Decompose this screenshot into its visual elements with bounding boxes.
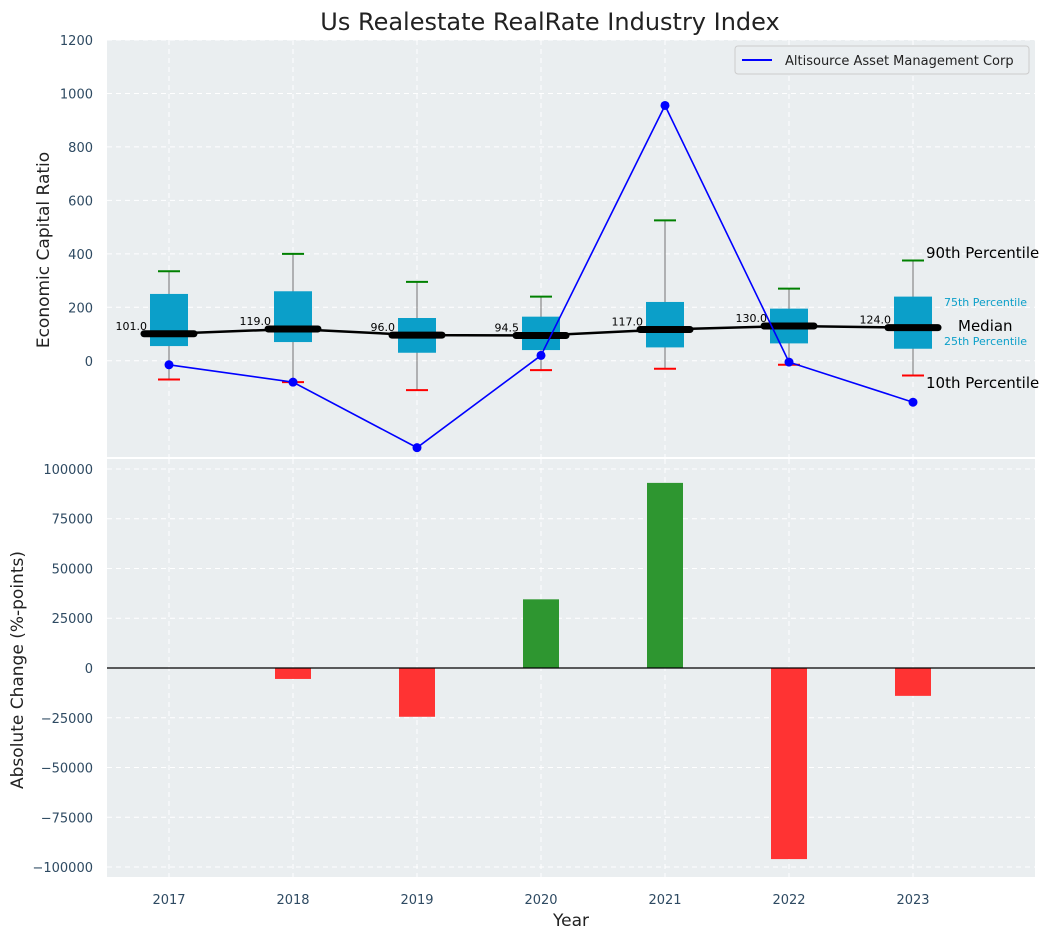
chart-title: Us Realestate RealRate Industry Index [320,8,779,36]
iqr-box [150,293,188,347]
top-plot-background [107,40,1035,457]
median-value-label: 124.0 [860,314,892,327]
legend-label-company: Altisource Asset Management Corp [785,54,1014,69]
median-line-group [168,324,914,337]
percentile-annotations: 90th Percentile 75th Percentile Median 2… [926,244,1039,392]
bottom-y-ticks: −100000 −75000 −50000 −25000 0 25000 50000 7500… [32,463,93,876]
legend-box [734,45,1030,75]
change-bar-2023 [895,668,931,696]
median-value-label: 101.0 [116,320,148,333]
top-panel: 0 200 400 600 800 1000 1200 101.0 119.0 96.0 94.5… [34,34,1039,457]
median-value-label: 130.0 [736,312,768,325]
iqr-box [274,291,312,343]
company-point-2018 [288,377,298,387]
company-point-2023 [908,397,918,407]
bottom-y-tick-label: 25000 [52,612,93,627]
x-axis-label: Year [552,911,589,931]
x-tick-label: 2018 [276,893,309,908]
median-trend-line [168,324,914,337]
annotation-90th: 90th Percentile [926,244,1039,262]
top-y-tick-label: 400 [68,248,93,263]
x-tick-label: 2017 [152,893,185,908]
median-value-label: 119.0 [240,315,272,328]
bottom-y-tick-label: 100000 [43,463,93,478]
company-series [164,100,918,453]
bottom-y-tick-label: 75000 [52,513,93,528]
top-y-ticks: 0 200 400 600 800 1000 1200 [60,34,93,370]
top-y-tick-label: 200 [68,301,93,316]
top-y-tick-label: 0 [85,355,93,370]
x-tick-label: 2021 [648,893,681,908]
median-value-label: 117.0 [612,315,644,328]
top-y-tick-label: 1000 [60,87,93,102]
iqr-box [894,296,932,349]
iqr-box [646,301,684,348]
company-point-2017 [164,360,174,370]
change-bar-2018 [275,668,311,679]
annotation-25th: 25th Percentile [944,335,1027,348]
bottom-y-tick-label: −75000 [41,811,93,826]
bottom-y-tick-label: −25000 [41,712,93,727]
x-tick-label: 2019 [400,893,433,908]
change-bar-2022 [771,668,807,860]
change-bar-2021 [647,482,683,668]
bottom-y-axis-label: Absolute Change (%-points) [8,551,28,789]
change-bar-2020 [523,599,559,668]
company-point-2019 [412,443,422,453]
change-bar-2019 [399,668,435,717]
legend: Altisource Asset Management Corp [734,45,1030,75]
x-tick-label: 2023 [896,893,929,908]
top-y-tick-label: 600 [68,194,93,209]
company-point-2022 [784,357,794,367]
x-tick-label: 2022 [772,893,805,908]
company-point-2021 [660,100,670,110]
bottom-panel: −100000 −75000 −50000 −25000 0 25000 50000 7500… [8,459,1035,931]
top-y-tick-label: 800 [68,141,93,156]
bottom-y-tick-label: −100000 [32,861,93,876]
bottom-y-tick-label: 50000 [52,562,93,577]
company-point-2020 [536,350,546,360]
annotation-75th: 75th Percentile [944,296,1027,309]
change-bars [275,482,931,860]
annotation-median: Median [958,317,1013,335]
x-ticks: 2017 2018 2019 2020 2021 2022 2023 [152,893,929,908]
top-y-tick-label: 1200 [60,34,93,49]
bottom-y-tick-label: 0 [85,662,93,677]
top-y-axis-label: Economic Capital Ratio [34,152,54,348]
bottom-y-tick-label: −50000 [41,762,93,777]
median-value-label: 96.0 [371,321,396,334]
x-tick-label: 2020 [524,893,557,908]
median-value-label: 94.5 [495,322,520,335]
annotation-10th: 10th Percentile [926,374,1039,392]
